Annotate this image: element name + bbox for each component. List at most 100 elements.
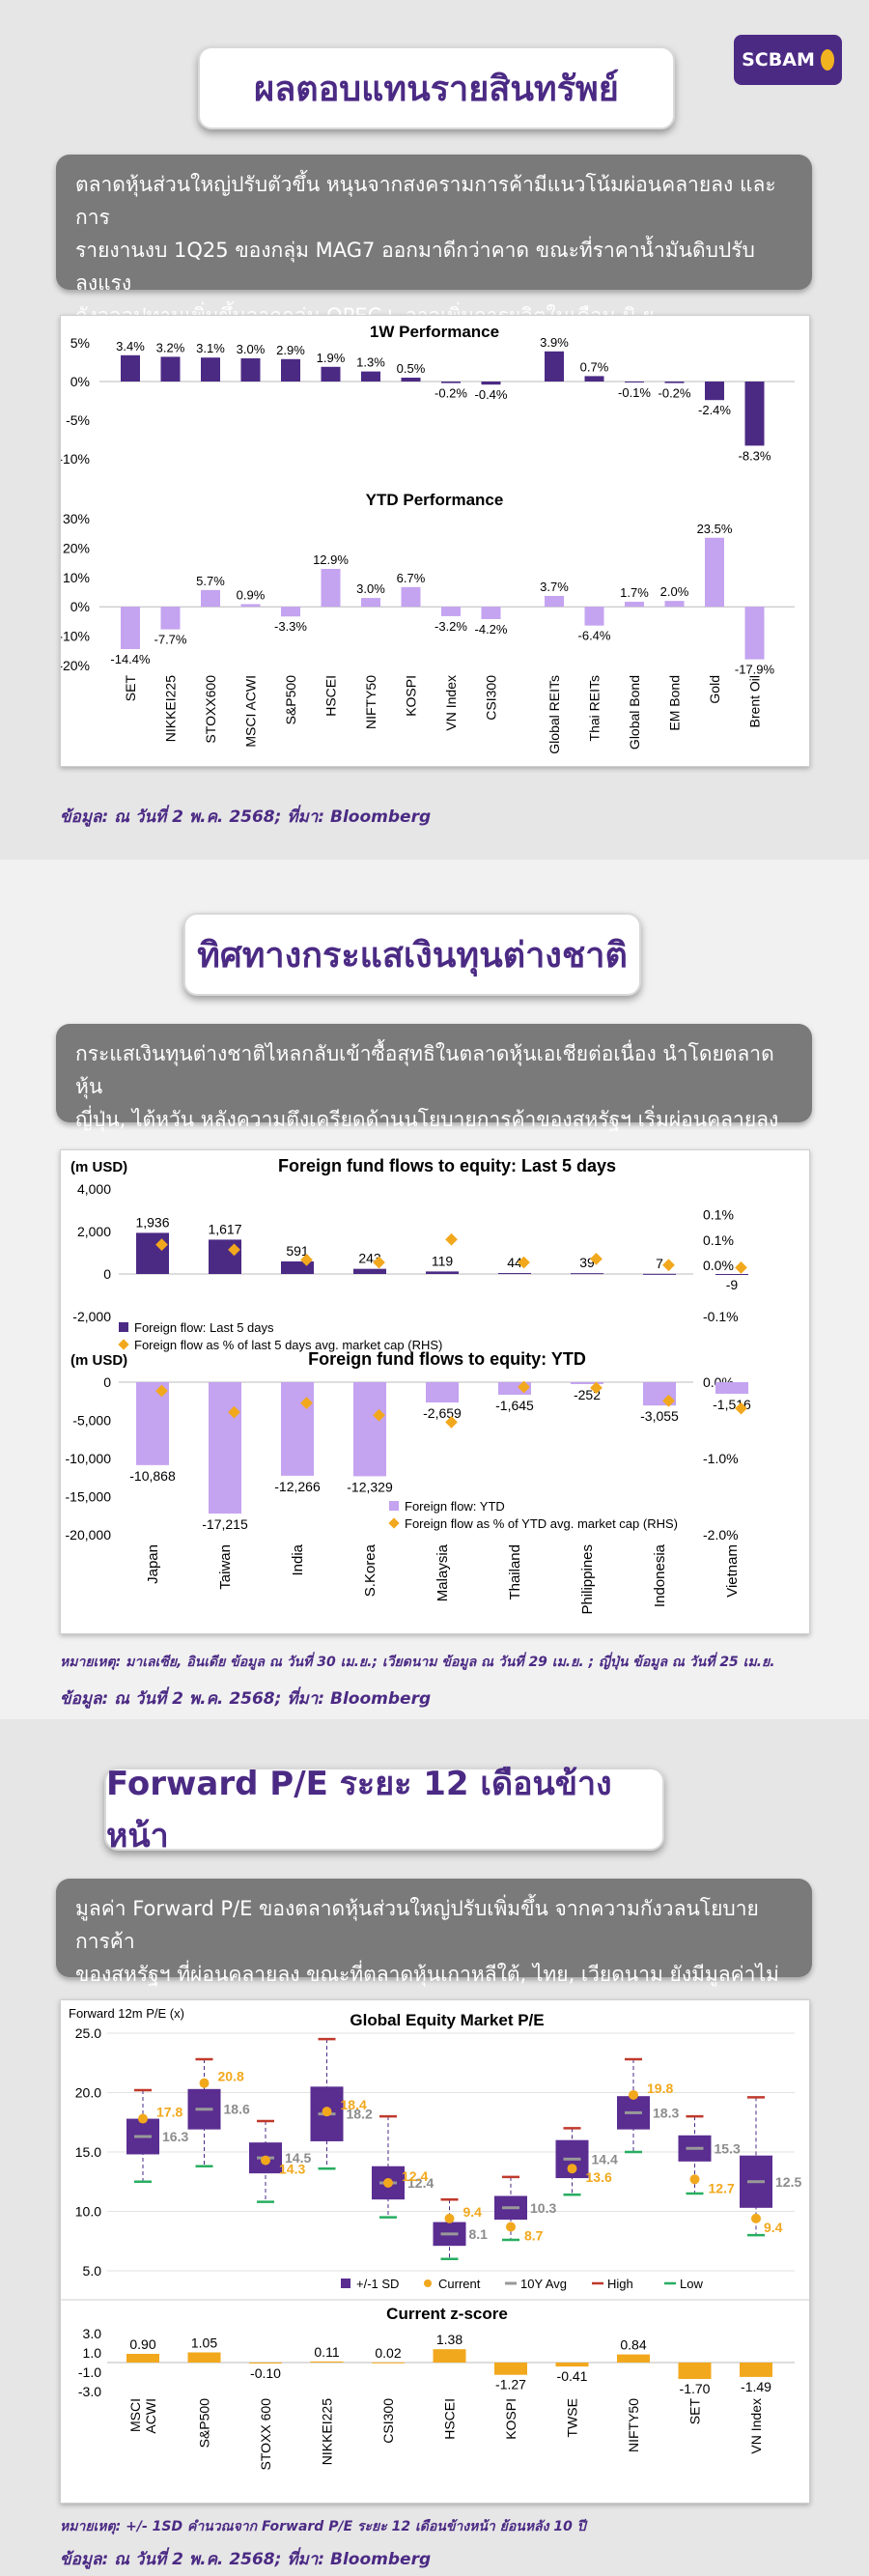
chart4-marker — [590, 1381, 603, 1395]
chart4-data-label: -3,055 — [640, 1408, 679, 1424]
pe-chart: Forward 12m P/E (x) Global Equity Market … — [61, 2006, 809, 2471]
chart2-bar — [401, 586, 421, 608]
chart1-data-label: -0.2% — [434, 386, 467, 401]
chart2-data-label: -4.2% — [475, 622, 508, 637]
chart2-xtick: Global Bond — [627, 675, 642, 750]
chart1-bar — [481, 382, 501, 385]
chart4-ytick: -5,000 — [72, 1413, 111, 1429]
chart1-data-label: 1.3% — [356, 355, 385, 370]
pe-current-marker — [138, 2113, 148, 2124]
chart1-bar — [664, 382, 685, 383]
pe-current-marker — [751, 2213, 761, 2223]
chart4-data-label: -12,329 — [347, 1479, 393, 1494]
section3-title: Forward P/E ระยะ 12 เดือนข้างหน้า — [104, 1765, 664, 1855]
chart4-legend-label: Foreign flow: YTD — [405, 1499, 505, 1514]
section2-note: หมายเหตุ: มาเลเซีย, อินเดีย ข้อมูล ณ วัน… — [60, 1655, 775, 1670]
chart1-data-label: -2.4% — [698, 403, 731, 417]
chart2-ytick: 20% — [63, 540, 90, 555]
pe-avg-label: 14.5 — [285, 2150, 311, 2166]
chart1-data-label: -0.4% — [475, 387, 508, 402]
chart3-ytick: -2,000 — [72, 1309, 111, 1324]
logo-mark-icon — [820, 49, 834, 71]
zscore-bar — [494, 2363, 527, 2375]
chart2-data-label: 3.0% — [356, 581, 385, 596]
chart4-data-label: -10,868 — [129, 1468, 176, 1484]
chart1-bar — [201, 357, 220, 382]
chart1-ytick: -10% — [61, 451, 90, 467]
chart2-xtick: Thai REITs — [587, 675, 603, 741]
zscore-xtick: TWSE — [565, 2398, 580, 2437]
chart1-bar — [240, 358, 261, 382]
zscore-bar — [617, 2354, 650, 2363]
chart2-data-label: -17.9% — [735, 663, 775, 677]
section2-desc: กระแสเงินทุนต่างชาติไหลกลับเข้าซื้อสุทธิ… — [56, 1024, 812, 1131]
chart2-ytick: 0% — [70, 599, 90, 614]
pe-avg-label: 18.2 — [347, 2107, 373, 2122]
chart2-data-label: 6.7% — [397, 571, 426, 585]
zscore-bar — [126, 2354, 159, 2363]
pe-current-label: 17.8 — [156, 2105, 182, 2120]
chart4-xtick: Indonesia — [652, 1543, 668, 1607]
chart2-bar — [481, 607, 501, 619]
flows-panel: (m USD) Foreign fund flows to equity: Las… — [60, 1149, 810, 1634]
chart4-legend-swatch — [388, 1517, 400, 1529]
chart2-bar — [361, 598, 380, 608]
section3-desc: มูลค่า Forward P/E ของตลาดหุ้นส่วนใหญ่ปร… — [56, 1879, 812, 2019]
chart1-bar — [121, 354, 140, 382]
pe-legend-label: +/-1 SD — [356, 2277, 399, 2291]
chart1-data-label: -0.2% — [659, 386, 691, 401]
chart1-ytick: 0% — [70, 374, 90, 389]
pe-ylabel: Forward 12m P/E (x) — [69, 2006, 184, 2021]
zscore-xtick: MSCI — [127, 2398, 143, 2432]
chart1-bar — [705, 382, 724, 401]
zscore-xtick: HSCEI — [442, 2398, 458, 2440]
chart1-ytick: 5% — [70, 335, 90, 351]
chart4-xtick: Vietnam — [724, 1544, 741, 1598]
chart4-xtick: Taiwan — [217, 1544, 234, 1590]
chart3-y2tick: -0.1% — [703, 1309, 739, 1324]
chart3-data-label: 1,617 — [208, 1221, 241, 1236]
chart2-bar — [321, 568, 341, 608]
chart1-data-label: 3.4% — [116, 339, 145, 354]
pe-current-marker — [689, 2174, 700, 2185]
zscore-xtick: ACWI — [143, 2398, 158, 2434]
pe-current-marker — [199, 2078, 210, 2088]
chart3-data-label: -9 — [726, 1277, 739, 1292]
chart4-xtick: Japan — [145, 1544, 161, 1584]
chart2-xtick: NIFTY50 — [363, 675, 378, 729]
chart2-data-label: 0.9% — [237, 587, 266, 602]
chart3-legend-label: Foreign flow as % of last 5 days avg. ma… — [134, 1338, 442, 1352]
pe-avg-label: 14.4 — [592, 2151, 618, 2166]
chart4-xtick: Thailand — [507, 1544, 523, 1600]
chart4-data-label: -12,266 — [274, 1479, 321, 1494]
chart2-xtick: VN Index — [443, 675, 459, 731]
chart1-bar — [744, 382, 765, 446]
chart2-bar — [240, 604, 261, 608]
chart2-bar — [584, 607, 604, 626]
scbam-logo: SCBAM — [734, 35, 842, 85]
section1-source: ข้อมูล: ณ วันที่ 2 พ.ค. 2568; ที่มา: Blo… — [60, 807, 432, 827]
pe-avg-label: 15.3 — [715, 2140, 741, 2156]
chart4-bar — [353, 1382, 386, 1477]
section1-desc: ตลาดหุ้นส่วนใหญ่ปรับตัวขึ้น หนุนจากสงครา… — [56, 155, 812, 327]
chart4-ylabel: (m USD) — [70, 1352, 127, 1369]
chart3-y2tick: 0.1% — [703, 1206, 734, 1222]
chart2-bar — [744, 607, 765, 660]
chart2-bar — [705, 537, 724, 608]
zscore-xtick: STOXX 600 — [258, 2398, 273, 2471]
chart3-data-label: 119 — [432, 1253, 454, 1268]
chart2-bar — [664, 601, 685, 608]
performance-panel: 1W Performance 5% 0% -5% -10% 3.4% 3.2% 3.1% 3.0… — [58, 315, 810, 767]
zscore-xtick: CSI300 — [380, 2398, 396, 2444]
chart3-ytick: 2,000 — [77, 1224, 111, 1239]
chart4-ytick: -20,000 — [66, 1527, 112, 1543]
chart1-ytick: -5% — [66, 412, 90, 428]
chart2-xtick: KOSPI — [404, 675, 419, 717]
chart2-ytick: -10% — [61, 629, 90, 644]
chart4-bar — [715, 1382, 748, 1394]
chart1-data-label: 0.7% — [580, 359, 609, 374]
zscore-bar — [740, 2363, 772, 2377]
pe-legend-label: Low — [680, 2277, 703, 2291]
pe-current-label: 14.3 — [279, 2162, 305, 2177]
performance-chart: 1W Performance 5% 0% -5% -10% 3.4% 3.2% 3.1% 3.0… — [58, 323, 795, 754]
